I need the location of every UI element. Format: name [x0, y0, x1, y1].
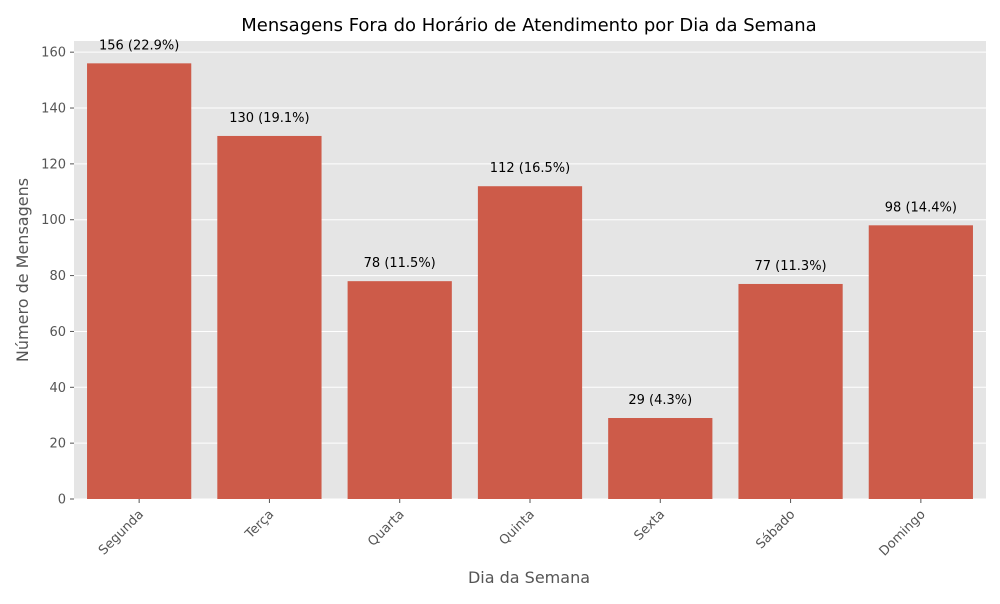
x-tick-label: Sexta	[631, 507, 668, 544]
x-tick-label: Domingo	[877, 507, 929, 559]
y-tick-label: 20	[49, 437, 66, 452]
x-tick-label: Segunda	[96, 507, 147, 558]
y-tick-label: 100	[41, 213, 66, 228]
bar-sábado	[738, 283, 843, 499]
chart-title: Mensagens Fora do Horário de Atendimento…	[241, 15, 816, 36]
y-tick-label: 140	[41, 102, 66, 117]
y-tick-label: 120	[41, 157, 66, 172]
bar-domingo	[868, 225, 973, 499]
x-tick-label: Quinta	[497, 507, 538, 548]
x-tick-label: Sábado	[753, 507, 798, 552]
bars	[87, 63, 973, 500]
y-tick-label: 0	[58, 493, 66, 508]
y-tick-label: 60	[49, 325, 66, 340]
bar-quarta	[347, 281, 452, 499]
y-tick-label: 40	[49, 381, 66, 396]
bar-quinta	[477, 186, 583, 499]
y-axis-label: Número de Mensagens	[13, 178, 32, 362]
data-labels: 156 (22.9%) 130 (19.1%) 78 (11.5%) 112 (16.…	[99, 38, 957, 408]
x-tick-label: Quarta	[365, 507, 407, 549]
data-label: 78 (11.5%)	[364, 256, 436, 271]
y-axis-ticks: 0 20 40 60 80 100 120 140 160	[41, 46, 74, 508]
bar-sexta	[608, 418, 713, 499]
data-label: 98 (14.4%)	[885, 200, 957, 215]
y-tick-label: 80	[49, 269, 66, 284]
data-label: 112 (16.5%)	[490, 161, 570, 176]
bar-segunda	[87, 63, 192, 500]
data-label: 130 (19.1%)	[229, 111, 309, 126]
x-axis-ticks: Segunda Terça Quarta Quinta Sexta Sábado Domin…	[96, 499, 929, 559]
data-label: 77 (11.3%)	[755, 259, 827, 274]
y-tick-label: 160	[41, 46, 66, 61]
bar-terça	[217, 135, 322, 499]
data-label: 29 (4.3%)	[628, 393, 692, 408]
data-label: 156 (22.9%)	[99, 38, 179, 53]
x-tick-label: Terça	[242, 507, 277, 542]
x-axis-label: Dia da Semana	[468, 568, 590, 587]
